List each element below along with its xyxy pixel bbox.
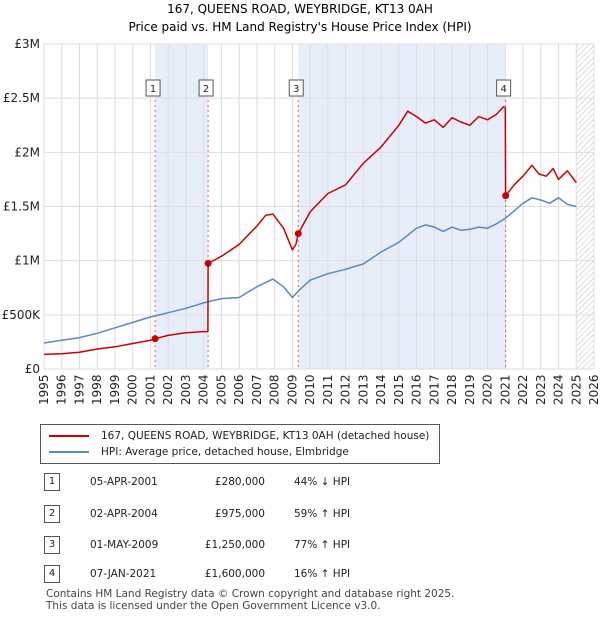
x-tick-label: 2002 (161, 374, 175, 405)
table-row: 2 02-APR-2004 £975,000 59% ↑ HPI (0, 504, 600, 524)
x-tick-label: 1995 (37, 374, 51, 405)
table-row: 4 07-JAN-2021 £1,600,000 16% ↑ HPI (0, 564, 600, 584)
footer-copyright: Contains HM Land Registry data © Crown c… (46, 588, 455, 600)
tx-price: £280,000 (214, 476, 265, 488)
legend-swatch-property (49, 435, 89, 437)
x-tick-label: 2009 (285, 374, 299, 405)
sale-point (151, 335, 159, 343)
tx-hpi-diff: 59% ↑ HPI (294, 508, 351, 520)
x-tick-label: 1998 (90, 374, 104, 405)
y-tick-label: £0 (25, 362, 40, 376)
tx-price: £1,600,000 (204, 568, 265, 580)
hpi-line (44, 197, 577, 344)
x-tick-label: 2000 (126, 374, 140, 405)
x-tick-label: 2021 (498, 374, 512, 405)
tx-date: 01-MAY-2009 (90, 539, 159, 551)
x-tick-label: 2005 (214, 374, 228, 405)
x-tick-label: 2023 (534, 374, 548, 405)
x-tick-label: 2008 (268, 374, 282, 405)
x-tick-label: 2003 (179, 374, 193, 405)
footer-license: This data is licensed under the Open Gov… (46, 600, 381, 612)
table-row: 3 01-MAY-2009 £1,250,000 77% ↑ HPI (0, 535, 600, 555)
x-tick-label: 2012 (339, 374, 353, 405)
x-tick-label: 2016 (410, 374, 424, 405)
x-tick-label: 2007 (250, 374, 264, 405)
tx-number-badge: 2 (44, 505, 60, 523)
tx-number-badge: 3 (44, 536, 60, 554)
y-tick-label: £2.5M (3, 91, 40, 105)
x-tick-label: 1996 (55, 374, 69, 405)
footer-attribution: Contains HM Land Registry data © Crown c… (46, 588, 454, 612)
legend-label-property: 167, QUEENS ROAD, WEYBRIDGE, KT13 0AH (d… (101, 430, 430, 442)
legend: 167, QUEENS ROAD, WEYBRIDGE, KT13 0AH (d… (40, 424, 440, 464)
x-tick-label: 2024 (552, 374, 566, 405)
sale-label-box (288, 79, 304, 97)
x-tick-label: 1997 (72, 374, 86, 405)
y-tick-label: £1M (14, 254, 40, 268)
x-tick-label: 2020 (481, 374, 495, 405)
chart-subtitle: Price paid vs. HM Land Registry's House … (128, 20, 471, 34)
sale-label-box (496, 79, 512, 97)
legend-label-hpi: HPI: Average price, detached house, Elmb… (101, 446, 349, 458)
y-tick-label: £3M (14, 37, 40, 51)
x-tick-label: 2006 (232, 374, 246, 405)
sale-point (502, 192, 510, 200)
sale-point (204, 259, 212, 267)
x-tick-label: 2025 (569, 374, 583, 405)
sale-label-box (145, 79, 161, 97)
x-tick-label: 2026 (587, 374, 600, 405)
tx-date: 07-JAN-2021 (90, 568, 157, 580)
y-tick-label: £1.5M (3, 200, 40, 214)
x-tick-label: 2004 (197, 374, 211, 405)
x-tick-label: 2015 (392, 374, 406, 405)
tx-hpi-diff: 77% ↑ HPI (294, 539, 351, 551)
x-tick-label: 2014 (374, 374, 388, 405)
y-tick-label: £500K (2, 308, 42, 322)
y-tick-label: £2M (14, 145, 40, 159)
tx-price: £1,250,000 (204, 539, 265, 551)
tx-date: 05-APR-2001 (90, 476, 158, 488)
property-price-line (44, 106, 577, 356)
tx-number-badge: 1 (44, 473, 60, 491)
table-row: 1 05-APR-2001 £280,000 44% ↓ HPI (0, 472, 600, 492)
x-tick-label: 2018 (445, 374, 459, 405)
x-tick-label: 2010 (303, 374, 317, 405)
tx-hpi-diff: 16% ↑ HPI (294, 568, 351, 580)
price-chart: 167, QUEENS ROAD, WEYBRIDGE, KT13 0AH Pr… (2, 2, 600, 405)
sale-label: 2 (203, 84, 209, 95)
legend-swatch-hpi (49, 451, 89, 453)
tx-date: 02-APR-2004 (90, 508, 158, 520)
x-tick-label: 2011 (321, 374, 335, 405)
x-tick-label: 2022 (516, 374, 530, 405)
x-tick-label: 2017 (427, 374, 441, 405)
x-tick-label: 2013 (356, 374, 370, 405)
sale-point (294, 230, 302, 238)
legend-item-property: 167, QUEENS ROAD, WEYBRIDGE, KT13 0AH (d… (49, 428, 429, 444)
x-tick-label: 1999 (108, 374, 122, 405)
x-tick-label: 2019 (463, 374, 477, 405)
chart-title: 167, QUEENS ROAD, WEYBRIDGE, KT13 0AH (167, 2, 433, 16)
sale-label-box (198, 79, 214, 97)
sale-label: 3 (293, 84, 299, 95)
sale-label: 4 (500, 84, 506, 95)
sale-label: 1 (150, 84, 156, 95)
legend-item-hpi: HPI: Average price, detached house, Elmb… (49, 444, 349, 460)
tx-price: £975,000 (214, 508, 265, 520)
tx-number-badge: 4 (44, 565, 60, 583)
tx-hpi-diff: 44% ↓ HPI (294, 476, 351, 488)
x-tick-label: 2001 (143, 374, 157, 405)
